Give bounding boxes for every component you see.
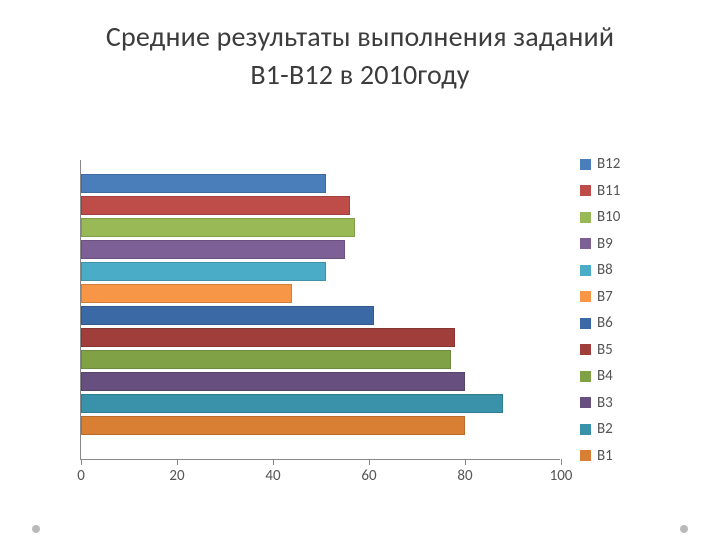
bar	[81, 328, 455, 347]
legend-swatch	[580, 450, 591, 461]
legend-label: В8	[597, 261, 613, 279]
x-tick-label: 0	[69, 467, 93, 485]
bullet-icon	[680, 525, 688, 533]
legend-item: В10	[580, 208, 660, 226]
x-tick-mark	[81, 459, 82, 465]
x-tick-mark	[177, 459, 178, 465]
legend-swatch	[580, 397, 591, 408]
legend-label: В5	[597, 341, 613, 359]
x-tick-mark	[273, 459, 274, 465]
bar	[81, 350, 451, 369]
chart: 020406080100 В12В11В10В9В8В7В6В5В4В3В2В1	[60, 155, 660, 495]
bars-group	[81, 172, 560, 436]
legend-label: В10	[597, 208, 620, 226]
legend-swatch	[580, 371, 591, 382]
legend-label: В7	[597, 288, 613, 306]
legend-label: В6	[597, 314, 613, 332]
x-tick-label: 60	[357, 467, 381, 485]
legend-item: В9	[580, 235, 660, 253]
legend-label: В9	[597, 235, 613, 253]
legend-item: В4	[580, 367, 660, 385]
bar	[81, 240, 345, 259]
slide: Средние результаты выполнения заданий В1…	[0, 0, 720, 540]
legend-swatch	[580, 291, 591, 302]
legend: В12 В11 В10 В9 В8 В7 В6 В5 В4 В3 В2 В1	[580, 155, 660, 473]
legend-swatch	[580, 318, 591, 329]
legend-item: В2	[580, 420, 660, 438]
legend-label: В1	[597, 447, 613, 465]
legend-label: В12	[597, 155, 620, 173]
x-tick-label: 20	[165, 467, 189, 485]
legend-item: В8	[580, 261, 660, 279]
legend-item: В6	[580, 314, 660, 332]
title-line-2: В1-В12 в 2010году	[250, 57, 469, 92]
legend-item: В7	[580, 288, 660, 306]
legend-item: В12	[580, 155, 660, 173]
x-tick-mark	[561, 459, 562, 465]
bullet-icon	[32, 525, 40, 533]
legend-swatch	[580, 265, 591, 276]
legend-swatch	[580, 238, 591, 249]
legend-label: В11	[597, 182, 620, 200]
legend-swatch	[580, 212, 591, 223]
bar	[81, 372, 465, 391]
bar	[81, 218, 355, 237]
x-tick-label: 80	[453, 467, 477, 485]
legend-swatch	[580, 424, 591, 435]
chart-title: Средние результаты выполнения заданий В1…	[0, 0, 720, 94]
bar	[81, 284, 292, 303]
legend-swatch	[580, 344, 591, 355]
legend-item: В5	[580, 341, 660, 359]
x-tick-mark	[369, 459, 370, 465]
legend-item: В3	[580, 394, 660, 412]
legend-item: В11	[580, 182, 660, 200]
bar	[81, 394, 503, 413]
legend-label: В4	[597, 367, 613, 385]
bar	[81, 306, 374, 325]
x-tick-label: 100	[549, 467, 573, 485]
bar	[81, 262, 326, 281]
legend-item: В1	[580, 447, 660, 465]
x-tick-mark	[465, 459, 466, 465]
legend-label: В2	[597, 420, 613, 438]
bar	[81, 416, 465, 435]
bar	[81, 196, 350, 215]
legend-swatch	[580, 159, 591, 170]
plot-area: 020406080100	[80, 160, 560, 460]
legend-label: В3	[597, 394, 613, 412]
x-tick-label: 40	[261, 467, 285, 485]
title-line-1: Средние результаты выполнения заданий	[106, 19, 614, 54]
legend-swatch	[580, 185, 591, 196]
bar	[81, 174, 326, 193]
